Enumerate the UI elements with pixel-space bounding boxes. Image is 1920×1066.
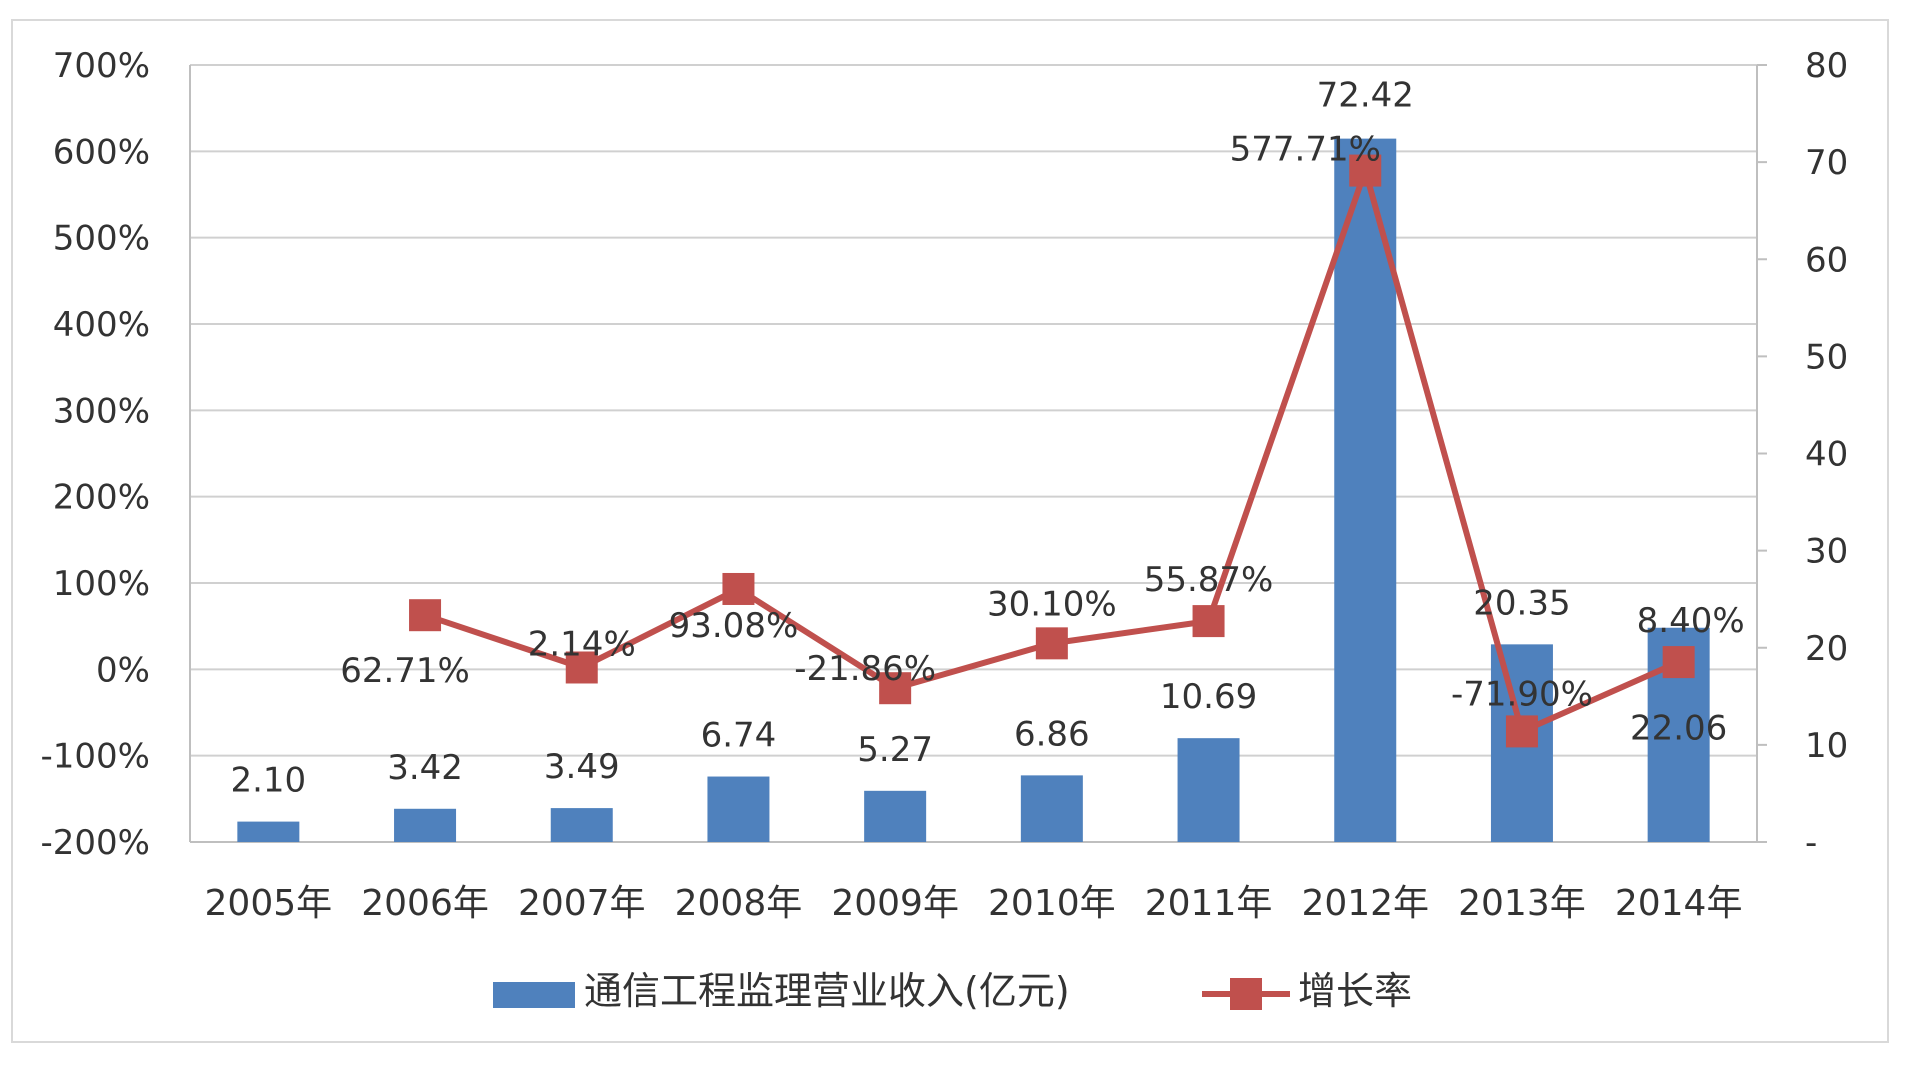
left-axis-tick-label: 700% bbox=[53, 46, 150, 86]
left-axis-tick-label: 0% bbox=[96, 650, 150, 690]
bar bbox=[864, 790, 927, 842]
left-axis-tick-label: 400% bbox=[53, 305, 150, 345]
category-label: 2013年 bbox=[1458, 883, 1586, 924]
bar-data-label: 10.69 bbox=[1160, 677, 1257, 717]
legend-label-growth: 增长率 bbox=[1298, 969, 1412, 1013]
category-label: 2005年 bbox=[205, 883, 333, 924]
bar-data-label: 3.42 bbox=[387, 748, 463, 788]
right-axis-tick-label: 10 bbox=[1805, 726, 1848, 766]
left-axis-tick-label: -200% bbox=[41, 823, 150, 863]
growth-marker bbox=[879, 672, 912, 705]
line-data-label: -21.86% bbox=[794, 649, 936, 689]
legend: 通信工程监理营业收入(亿元) 增长率 bbox=[493, 969, 1412, 1013]
line-series bbox=[409, 154, 1695, 748]
left-axis-tick-label: 200% bbox=[53, 478, 150, 518]
left-axis-tick-label: 500% bbox=[53, 219, 150, 259]
legend-swatch-revenue bbox=[493, 982, 575, 1008]
line-data-label: -71.90% bbox=[1451, 674, 1593, 714]
category-label: 2010年 bbox=[988, 883, 1116, 924]
line-data-label: 30.10% bbox=[987, 584, 1117, 624]
bar bbox=[1334, 138, 1397, 843]
bar bbox=[550, 808, 613, 842]
category-label: 2007年 bbox=[518, 883, 646, 924]
line-data-label: 577.71% bbox=[1230, 130, 1381, 170]
legend-swatch-growth-marker bbox=[1230, 978, 1262, 1010]
bar bbox=[394, 808, 457, 842]
legend-label-revenue: 通信工程监理营业收入(亿元) bbox=[584, 969, 1070, 1013]
bar-data-label: 20.35 bbox=[1473, 583, 1570, 623]
left-axis-tick-label: 600% bbox=[53, 132, 150, 172]
line-data-label: 55.87% bbox=[1144, 560, 1274, 600]
left-axis-tick-label: 100% bbox=[53, 564, 150, 604]
category-axis-labels: 2005年 2006年 2007年 2008年 2009年 2010年 2011年 2012年… bbox=[205, 883, 1743, 924]
right-axis-ticks: 80 70 60 50 40 30 20 10 - bbox=[1805, 46, 1848, 863]
bar-data-label: 6.86 bbox=[1014, 714, 1090, 754]
bar bbox=[1020, 775, 1083, 842]
category-label: 2012年 bbox=[1301, 883, 1429, 924]
category-label: 2014年 bbox=[1615, 883, 1743, 924]
right-axis-tick-label: 40 bbox=[1805, 435, 1848, 475]
growth-marker bbox=[1505, 715, 1538, 748]
category-label: 2008年 bbox=[675, 883, 803, 924]
growth-marker bbox=[565, 651, 598, 684]
right-axis-tick-label: 60 bbox=[1805, 240, 1848, 280]
left-axis-tick-label: -100% bbox=[41, 737, 150, 777]
growth-marker bbox=[1662, 646, 1695, 679]
bar-data-label: 2.10 bbox=[230, 761, 306, 801]
bar-data-label: 5.27 bbox=[857, 730, 933, 770]
category-label: 2006年 bbox=[361, 883, 489, 924]
bar bbox=[237, 821, 300, 842]
bar-data-label: 72.42 bbox=[1317, 76, 1414, 116]
bar-data-label: 22.06 bbox=[1630, 709, 1727, 749]
category-label: 2011年 bbox=[1145, 883, 1273, 924]
right-axis-tick-label: 30 bbox=[1805, 532, 1848, 572]
right-axis-tick-label: 50 bbox=[1805, 337, 1848, 377]
data-labels: 2.10 3.42 3.49 6.74 5.27 6.86 10.69 72.42 20.35 2… bbox=[230, 76, 1744, 801]
growth-marker bbox=[1035, 627, 1068, 660]
growth-marker bbox=[1192, 605, 1225, 638]
right-axis-tick-label: 80 bbox=[1805, 46, 1848, 86]
left-axis-ticks: 700% 600% 500% 400% 300% 200% 100% 0% -100% -200% bbox=[41, 46, 150, 863]
growth-marker bbox=[722, 572, 755, 605]
left-axis-tick-label: 300% bbox=[53, 391, 150, 431]
right-axis-tick-label: - bbox=[1805, 823, 1817, 863]
right-axis-tick-label: 20 bbox=[1805, 629, 1848, 669]
line-data-label: 8.40% bbox=[1637, 601, 1745, 641]
bar-data-label: 6.74 bbox=[701, 716, 777, 756]
right-axis-tick-label: 70 bbox=[1805, 143, 1848, 183]
chart-border bbox=[11, 19, 1889, 1043]
bar-data-label: 3.49 bbox=[544, 747, 620, 787]
line-data-label: 93.08% bbox=[669, 606, 799, 646]
bar bbox=[1177, 738, 1240, 842]
bar-series bbox=[237, 138, 1710, 843]
bar bbox=[707, 776, 770, 842]
growth-marker bbox=[1349, 154, 1382, 187]
growth-marker bbox=[409, 599, 442, 632]
category-label: 2009年 bbox=[831, 883, 959, 924]
line-data-label: 2.14% bbox=[528, 624, 636, 664]
line-data-label: 62.71% bbox=[340, 651, 470, 691]
